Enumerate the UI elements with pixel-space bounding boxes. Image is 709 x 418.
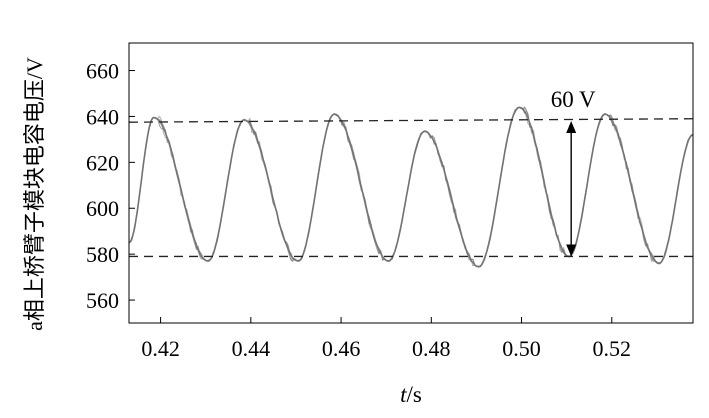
reference-line [128, 118, 694, 123]
series-line [128, 106, 694, 268]
annotation-arrowhead-down [566, 244, 577, 257]
x-axis-label: t/s [400, 382, 422, 407]
series-line [128, 106, 694, 268]
x-axis: 0.42 0.44 0.46 0.48 0.50 0.52 [141, 317, 631, 361]
y-tick-label: 660 [86, 59, 119, 84]
y-axis-label: a相上桥臂子模块电容电压/V [22, 57, 47, 331]
x-tick-label: 0.50 [502, 336, 541, 361]
x-tick-label: 0.42 [141, 336, 180, 361]
reference-lines [128, 118, 694, 258]
y-tick-label: 640 [86, 104, 119, 129]
series-line [128, 106, 694, 268]
y-axis: 560 580 600 620 640 660 [86, 59, 135, 313]
annotation-arrowhead-up [566, 121, 577, 134]
x-tick-label: 0.52 [593, 336, 632, 361]
x-tick-label: 0.44 [232, 336, 271, 361]
x-axis-label-unit: /s [407, 382, 422, 407]
y-tick-label: 560 [86, 288, 119, 313]
plot-frame [128, 42, 694, 324]
series-line [128, 106, 694, 267]
y-tick-label: 580 [86, 242, 119, 267]
series-layer [128, 106, 694, 268]
x-tick-label: 0.46 [322, 336, 361, 361]
annotation-layer: 60 V [551, 87, 596, 257]
x-tick-label: 0.48 [412, 336, 451, 361]
x-axis-label-italic: t [400, 382, 407, 407]
y-tick-label: 600 [86, 196, 119, 221]
y-tick-label: 620 [86, 150, 119, 175]
annotation-label: 60 V [551, 87, 596, 112]
